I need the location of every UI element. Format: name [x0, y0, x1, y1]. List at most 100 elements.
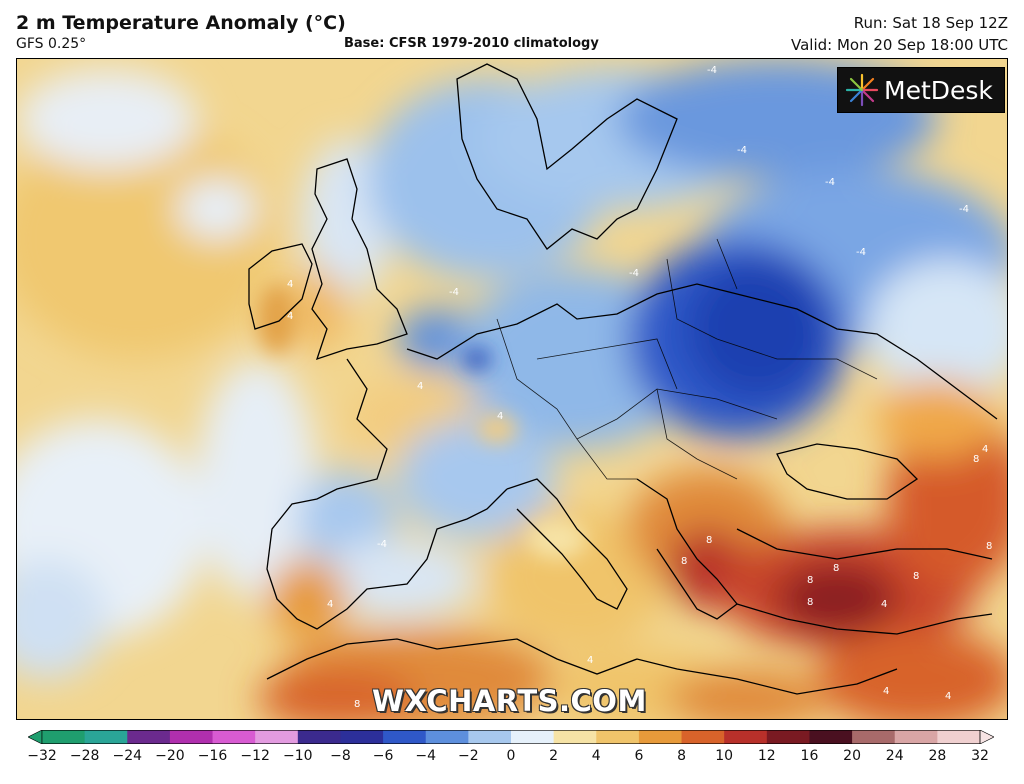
temperature-anomaly-map[interactable]: -4 -4 -4 -4 -4 -4 -4 -4 4 4 4 4 4 4 4 4 … — [16, 58, 1008, 720]
colorbar-tick-label: −12 — [240, 748, 270, 764]
contour-label-pos: 8 — [833, 563, 839, 574]
colorbar-tick-label: 16 — [800, 748, 819, 764]
base-climatology-label: Base: CFSR 1979-2010 climatology — [344, 36, 599, 51]
contour-label-pos: 8 — [807, 575, 813, 586]
colorbar-tick-label: −8 — [330, 748, 351, 764]
balkans-coast — [636, 478, 738, 620]
britain-outline — [311, 158, 408, 361]
contour-label-pos: 4 — [327, 599, 333, 610]
france-iberia-coast — [266, 358, 508, 630]
colorbar-tick-label: −6 — [372, 748, 394, 764]
contour-label-neg: -4 — [737, 145, 747, 156]
colorbar-tick-label: 0 — [506, 748, 516, 764]
coastlines — [248, 63, 998, 695]
colorbar-segment — [340, 730, 384, 744]
contour-label-neg: -4 — [449, 287, 459, 298]
colorbar-segment — [425, 730, 469, 744]
scandinavia-outline — [456, 63, 678, 250]
colorbar-segment — [596, 730, 640, 744]
colorbar-segment — [127, 730, 171, 744]
colorbar-segment — [468, 730, 512, 744]
colorbar-min-arrow — [27, 729, 43, 745]
colorbar-tick-label: 6 — [634, 748, 644, 764]
colorbar-segment — [42, 730, 86, 744]
contour-label-neg: -4 — [959, 204, 969, 215]
borders — [496, 238, 878, 480]
run-time-label: Run: Sat 18 Sep 12Z — [853, 14, 1008, 32]
colorbar-segment — [894, 730, 938, 744]
north-european-coast — [406, 283, 998, 420]
contour-label-neg: -4 — [629, 268, 639, 279]
colorbar-segment — [724, 730, 768, 744]
colorbar-segment — [212, 730, 256, 744]
colorbar-tick-label: −4 — [415, 748, 437, 764]
contour-label-neg: -4 — [825, 177, 835, 188]
colorbar — [27, 729, 995, 745]
model-label: GFS 0.25° — [16, 36, 87, 52]
colorbar-border — [41, 730, 981, 744]
chart-title: 2 m Temperature Anomaly (°C) — [16, 12, 346, 34]
colorbar-tick-label: 12 — [757, 748, 776, 764]
valid-time-label: Valid: Mon 20 Sep 18:00 UTC — [791, 36, 1008, 54]
colorbar-segment — [766, 730, 810, 744]
colorbar-tick-label: −24 — [112, 748, 143, 764]
colorbar-tick-label: −28 — [69, 748, 100, 764]
colorbar-svg — [27, 729, 995, 745]
contour-label-pos: 8 — [706, 535, 712, 546]
colorbar-tick-label: 10 — [715, 748, 734, 764]
black-sea-outline — [776, 443, 919, 500]
colorbar-segment — [84, 730, 128, 744]
contour-label-pos: 8 — [681, 556, 687, 567]
colorbar-tick-label: −32 — [27, 748, 57, 764]
colorbar-segment — [169, 730, 214, 744]
colorbar-segment — [852, 730, 896, 744]
contour-label-neg: -4 — [856, 247, 866, 258]
colorbar-tick-label: −20 — [155, 748, 185, 764]
contour-label-pos: 4 — [497, 411, 503, 422]
contour-label-pos: 4 — [417, 381, 423, 392]
colorbar-segment — [297, 730, 341, 744]
contour-label-pos: 4 — [587, 655, 593, 666]
colorbar-segment — [255, 730, 299, 744]
colorbar-tick-label: −16 — [197, 748, 228, 764]
contour-label-neg: -4 — [707, 65, 717, 76]
colorbar-segment — [383, 730, 427, 744]
contour-label-pos: 8 — [354, 699, 360, 710]
colorbar-tick-label: 2 — [549, 748, 559, 764]
colorbar-tick-label: −10 — [283, 748, 313, 764]
colorbar-tick-label: 32 — [971, 748, 989, 764]
wxcharts-watermark: WXCHARTS.COM — [372, 684, 647, 718]
colorbar-segment — [638, 730, 683, 744]
contour-label-pos: 4 — [883, 686, 889, 697]
colorbar-segment — [937, 730, 981, 744]
colorbar-tick-label: 28 — [928, 748, 947, 764]
colorbar-tick-label: 24 — [885, 748, 904, 764]
contour-label-pos: 8 — [973, 454, 979, 465]
contour-label-pos: 4 — [881, 599, 887, 610]
contour-label-pos: 4 — [982, 444, 988, 455]
contour-label-pos: 8 — [986, 541, 992, 552]
colorbar-segment — [553, 730, 597, 744]
contour-label-pos: 8 — [913, 571, 919, 582]
metdesk-logo-text: MetDesk — [884, 75, 993, 105]
contour-label-pos: 8 — [807, 597, 813, 608]
colorbar-segment — [511, 730, 555, 744]
colorbar-segment — [681, 730, 725, 744]
north-africa-coast — [266, 638, 898, 695]
colorbar-segment — [809, 730, 853, 744]
colorbar-tick-label: 4 — [591, 748, 601, 764]
anomaly-detail — [257, 284, 587, 559]
contour-labels: -4 -4 -4 -4 -4 -4 -4 -4 4 4 4 4 4 4 4 4 … — [287, 65, 992, 710]
colorbar-tick-label: 8 — [677, 748, 686, 764]
metdesk-logo: MetDesk — [837, 67, 1005, 113]
metdesk-burst-icon — [845, 73, 879, 107]
contour-label-pos: 4 — [945, 691, 951, 702]
colorbar-ticks: −32 −28 −24 −20 −16 −12 −10 −8 −6 −4 −2 0 2 4 6 8 10 12 16… — [0, 748, 1024, 768]
contour-label-neg: -4 — [377, 539, 387, 550]
colorbar-max-arrow — [979, 729, 995, 745]
italy-outline — [506, 478, 628, 610]
contour-label-pos: 4 — [287, 279, 293, 290]
colorbar-tick-label: 20 — [843, 748, 861, 764]
colorbar-tick-label: −2 — [458, 748, 479, 764]
turkey-outline — [736, 528, 993, 635]
